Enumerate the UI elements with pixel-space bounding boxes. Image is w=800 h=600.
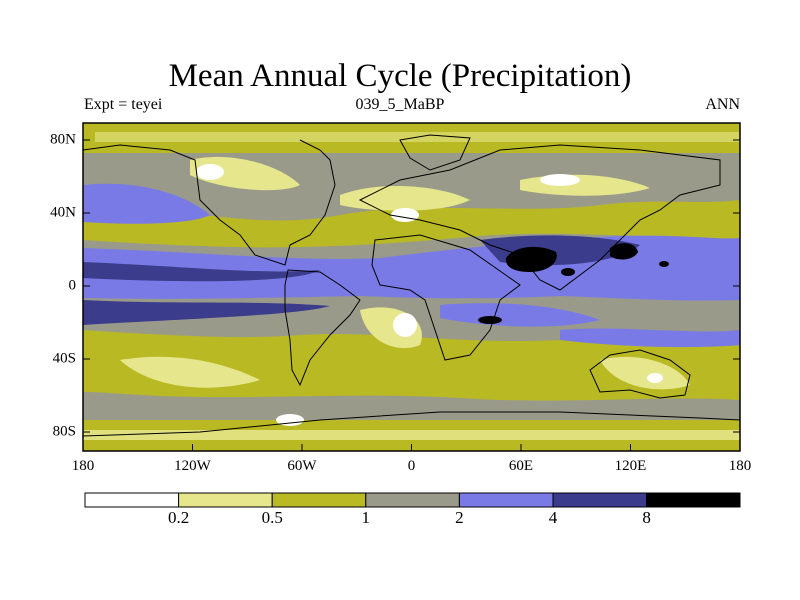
colorbar-label-8: 8 [642, 508, 651, 527]
dry-zone-north-1 [190, 156, 300, 191]
axis-ticks [82, 139, 741, 451]
colorbar-box-4 [365, 492, 460, 508]
lon-label-120e: 120E [614, 458, 647, 474]
wet-itcz-band [83, 262, 320, 282]
colorbar-box-5 [458, 492, 554, 508]
driest-spot-5 [647, 373, 663, 383]
experiment-label: Expt = teyei [84, 96, 163, 113]
eurasia-outline [358, 144, 721, 291]
lat-label-40n: 40N [50, 204, 76, 221]
australia-outline [589, 349, 691, 399]
antarctica-outline [82, 411, 741, 437]
north-america-outline [82, 139, 336, 266]
colorbar-box-2 [178, 492, 273, 508]
lat-label-0: 0 [68, 277, 77, 294]
lat-label-40s: 40S [52, 350, 76, 367]
wet-south-pacific [560, 328, 740, 348]
greenland-outline [399, 134, 471, 171]
max-precip-2 [561, 268, 575, 276]
colorbar-label-1: 1 [361, 508, 371, 527]
lat-label-80n: 80N [50, 131, 76, 148]
season-label: ANN [705, 96, 740, 113]
colorbar [84, 492, 741, 508]
colorbar-box-1 [84, 492, 180, 508]
lat-label-80s: 80S [52, 423, 76, 440]
continent-outlines [82, 134, 741, 437]
driest-spot-3 [393, 313, 417, 337]
colorbar-label-4: 4 [548, 508, 558, 527]
colorbar-box-3 [271, 492, 367, 508]
colorbar-box-7 [646, 492, 741, 508]
max-precip-1 [505, 246, 557, 272]
max-precip-5 [659, 261, 669, 267]
lon-label-120w: 120W [174, 458, 211, 474]
dry-zone-north-2 [340, 185, 470, 211]
colorbar-label-0-5: 0.5 [261, 508, 283, 527]
colorbar-box-6 [552, 492, 648, 508]
driest-spot-1 [196, 164, 224, 180]
colorbar-label-0-2: 0.2 [167, 508, 190, 527]
lon-label-60e: 60E [508, 458, 534, 474]
map-title: Mean Annual Cycle (Precipitation) [168, 58, 632, 94]
run-label: 039_5_MaBP [355, 96, 445, 113]
africa-outline [371, 234, 521, 361]
driest-spot-2 [391, 208, 419, 222]
wet-southern-ocean [83, 300, 330, 325]
driest-spot-4 [540, 174, 580, 186]
max-precip-4 [478, 316, 502, 324]
colorbar-label-2: 2 [455, 508, 464, 527]
band-south-pale [83, 430, 740, 440]
lon-label-60w: 60W [287, 458, 317, 474]
south-america-outline [284, 269, 361, 387]
lon-label-0: 0 [407, 458, 416, 474]
wet-north-pacific [83, 183, 210, 224]
belt-north-subtropic [83, 200, 740, 248]
dry-zone-south-2 [600, 356, 690, 390]
lon-label-180e: 180 [728, 458, 752, 474]
lon-label-180w: 180 [71, 458, 95, 474]
driest-spot-6 [276, 414, 304, 426]
max-precip-3 [610, 243, 638, 260]
dry-zone-south-3 [120, 356, 260, 388]
